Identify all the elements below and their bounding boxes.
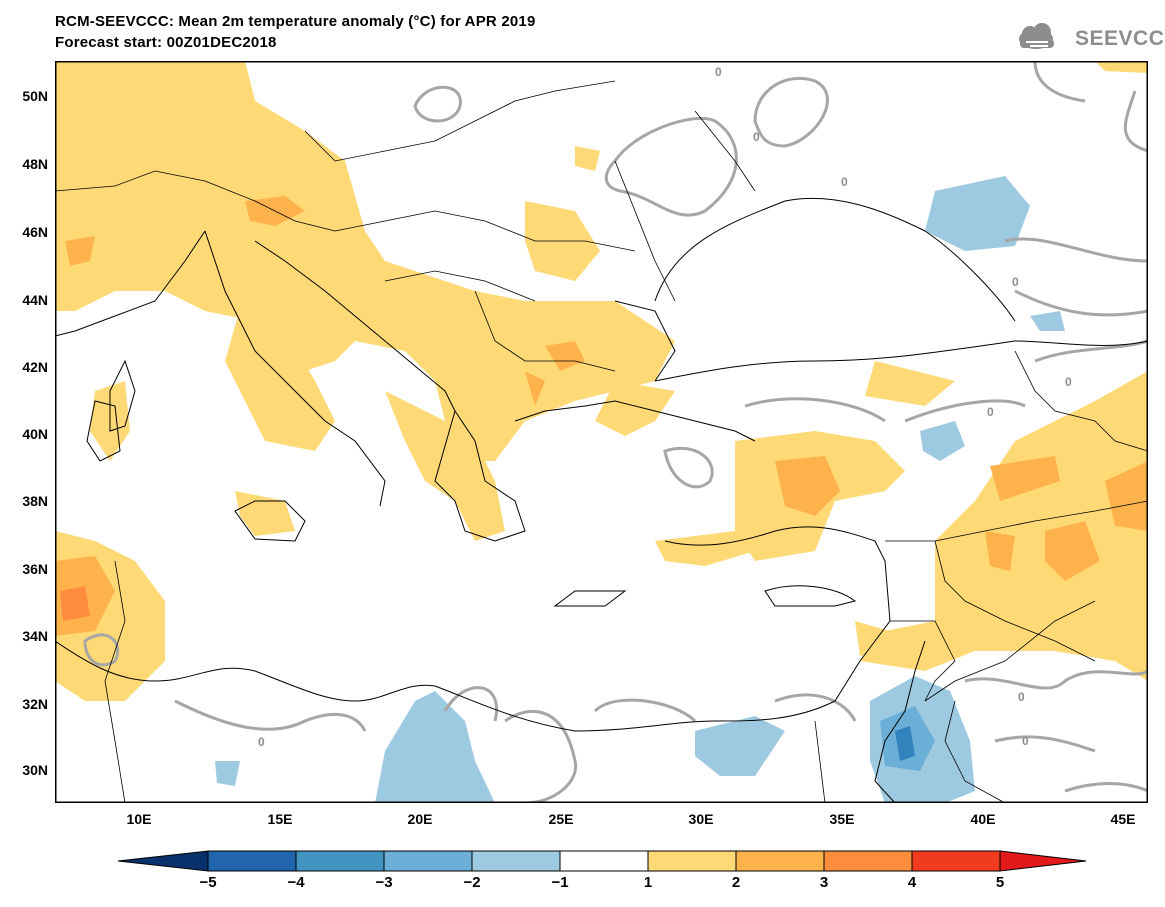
lat-label-30n: 30N [22, 762, 48, 778]
colorbar-label-1: 1 [643, 874, 653, 891]
colorbar-label-neg4: −4 [287, 874, 305, 891]
forecast-start: Forecast start: 00Z01DEC2018 [55, 34, 277, 51]
lon-label-40e: 40E [970, 811, 996, 827]
anomaly-fill-neg-3-4 [895, 726, 915, 761]
lat-label-32n: 32N [22, 696, 48, 712]
colorbar-bin-1-2 [647, 850, 737, 872]
colorbar-label-neg2: −2 [463, 874, 481, 891]
lat-label-40n: 40N [22, 426, 48, 442]
lat-label-38n: 38N [22, 493, 48, 509]
lat-label-34n: 34N [22, 628, 48, 644]
lon-label-35e: 35E [829, 811, 855, 827]
svg-text:0: 0 [841, 175, 848, 189]
logo-text: SEEVCCC [1075, 27, 1165, 50]
colorbar-bin-neg1-1 [559, 850, 649, 872]
colorbar-below-5 [118, 850, 209, 872]
lat-label-44n: 44N [22, 292, 48, 308]
zero-contours [83, 61, 1148, 803]
lat-label-50n: 50N [22, 88, 48, 104]
colorbar [118, 850, 1087, 872]
svg-text:0: 0 [1012, 275, 1019, 289]
lon-label-45e: 45E [1110, 811, 1136, 827]
svg-text:0: 0 [1065, 375, 1072, 389]
lon-label-10e: 10E [126, 811, 152, 827]
colorbar-label-2: 2 [731, 874, 741, 891]
lon-label-20e: 20E [407, 811, 433, 827]
borders [55, 80, 1148, 803]
colorbar-label-4: 4 [907, 874, 917, 891]
contour-labels: 0 0 0 0 0 0 0 0 0 [258, 65, 1072, 749]
lat-label-36n: 36N [22, 561, 48, 577]
svg-text:0: 0 [1018, 690, 1025, 704]
colorbar-bin-neg2-neg1 [471, 850, 561, 872]
svg-text:0: 0 [715, 65, 722, 79]
colorbar-label-neg1: −1 [551, 874, 569, 891]
svg-text:0: 0 [753, 130, 760, 144]
colorbar-label-5: 5 [995, 874, 1005, 891]
svg-text:0: 0 [258, 735, 265, 749]
colorbar-label-neg5: −5 [199, 874, 217, 891]
svg-text:0: 0 [1022, 734, 1029, 748]
anomaly-map: 0 0 0 0 0 0 0 0 0 [55, 61, 1148, 803]
lat-label-42n: 42N [22, 359, 48, 375]
lon-label-30e: 30E [688, 811, 714, 827]
colorbar-bin-2-3 [735, 850, 825, 872]
seevccc-logo [1019, 23, 1054, 49]
colorbar-bin-neg4-neg3 [295, 850, 385, 872]
colorbar-bin-neg3-neg2 [383, 850, 473, 872]
colorbar-label-neg3: −3 [375, 874, 393, 891]
colorbar-above-5 [999, 850, 1087, 872]
colorbar-bin-3-4 [823, 850, 913, 872]
anomaly-fill-3-4 [60, 586, 90, 621]
lon-label-25e: 25E [548, 811, 574, 827]
coastlines [55, 197, 1148, 803]
colorbar-bin-4-5 [911, 850, 1001, 872]
map-frame [55, 61, 1148, 803]
lat-label-48n: 48N [22, 156, 48, 172]
colorbar-label-3: 3 [819, 874, 829, 891]
colorbar-bin-neg5-neg4 [207, 850, 297, 872]
lat-label-46n: 46N [22, 224, 48, 240]
lon-label-15e: 15E [267, 811, 293, 827]
map-title: RCM-SEEVCCC: Mean 2m temperature anomaly… [55, 13, 536, 30]
svg-text:0: 0 [987, 405, 994, 419]
